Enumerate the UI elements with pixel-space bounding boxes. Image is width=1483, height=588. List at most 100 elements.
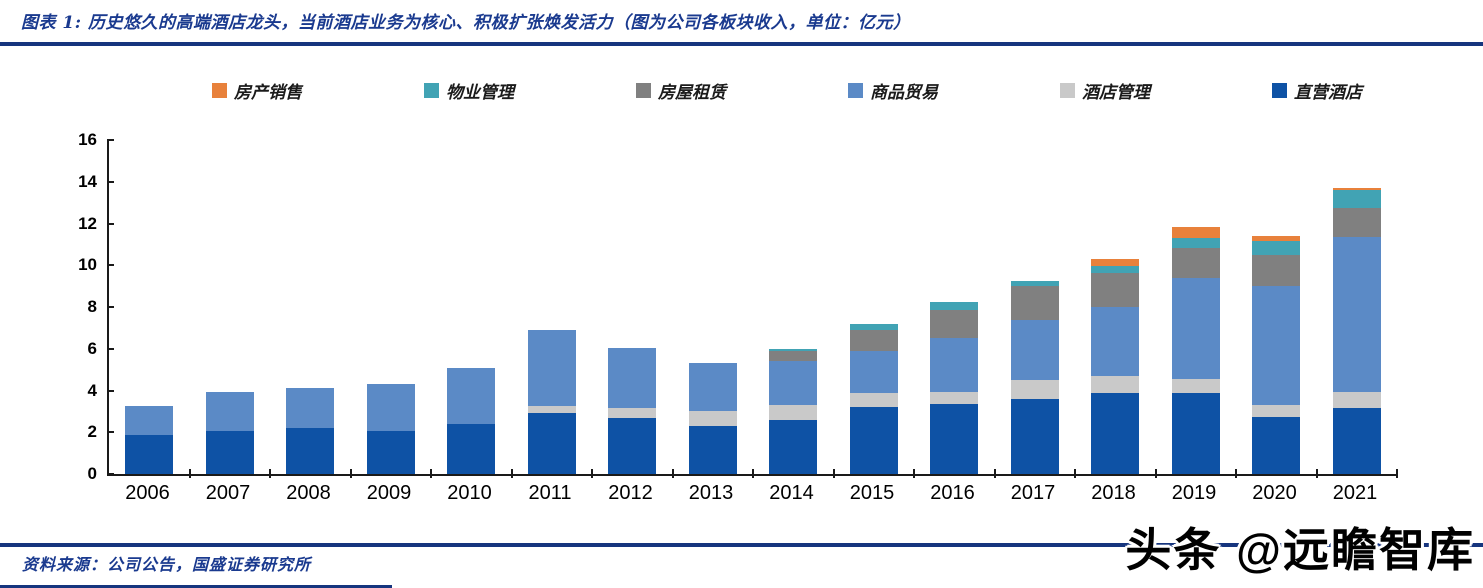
source-note: 资料来源：公司公告，国盛证券研究所: [22, 555, 312, 574]
bar-column-2011: [527, 329, 576, 474]
bar-segment-commodity-trade: [769, 361, 818, 406]
y-tick-mark: [107, 222, 114, 225]
legend-item-property-sales: 房产销售: [212, 78, 302, 103]
bar-segment-direct-hotels: [1091, 392, 1140, 474]
y-tick-mark: [107, 264, 114, 267]
bar-segment-commodity-trade: [1332, 237, 1381, 392]
y-tick-label: 6: [87, 338, 97, 358]
bar-column-2016: [930, 301, 979, 474]
bar-column-2015: [849, 324, 898, 474]
x-axis-label-2015: 2015: [849, 482, 895, 504]
bar-segment-property-sales: [1171, 226, 1220, 239]
bar-segment-direct-hotels: [286, 428, 335, 474]
x-axis-label-2019: 2019: [1171, 482, 1217, 504]
bar-segment-hotel-management: [930, 391, 979, 405]
bar-segment-direct-hotels: [205, 431, 254, 474]
bar-segment-hotel-management: [769, 405, 818, 420]
legend-item-hotel-management: 酒店管理: [1060, 78, 1150, 103]
x-tick-mark: [832, 469, 835, 478]
legend-swatch-housing-rental-icon: [636, 83, 651, 98]
x-axis-label-2020: 2020: [1252, 482, 1297, 504]
bar-segment-direct-hotels: [930, 404, 979, 474]
x-axis-label-2016: 2016: [930, 482, 975, 504]
bar-segment-housing-rental: [769, 351, 818, 362]
bar-segment-commodity-trade: [930, 338, 979, 392]
bar-column-2010: [447, 367, 496, 474]
bar-segment-property-management: [769, 348, 818, 352]
y-tick-label: 12: [78, 213, 97, 233]
bar-segment-property-management: [1010, 280, 1059, 287]
y-tick-label: 2: [87, 422, 97, 442]
bar-segment-housing-rental: [1252, 254, 1301, 287]
bar-segment-hotel-management: [608, 408, 657, 418]
y-tick-mark: [107, 347, 114, 350]
bar-segment-direct-hotels: [125, 435, 174, 474]
footer-divider: [0, 543, 1483, 547]
x-axis-label-2010: 2010: [447, 482, 492, 504]
y-tick-mark: [107, 139, 114, 141]
bar-segment-direct-hotels: [688, 426, 737, 474]
bar-segment-property-sales: [1252, 236, 1301, 242]
x-tick-mark: [752, 469, 754, 478]
legend-item-commodity-trade: 商品贸易: [848, 78, 938, 103]
bar-segment-hotel-management: [1010, 380, 1059, 399]
bar-column-2009: [366, 384, 415, 474]
bar-segment-direct-hotels: [1010, 398, 1059, 474]
bar-segment-commodity-trade: [1010, 319, 1059, 381]
y-tick-label: 16: [78, 130, 97, 149]
legend-label-housing-rental: 房屋租赁: [658, 83, 726, 103]
x-axis-label-2021: 2021: [1332, 482, 1378, 504]
x-tick-mark: [913, 469, 915, 478]
bar-segment-commodity-trade: [366, 384, 415, 432]
bar-column-2020: [1252, 236, 1301, 474]
bar-segment-commodity-trade: [447, 367, 496, 424]
bar-segment-housing-rental: [849, 329, 898, 351]
bar-segment-commodity-trade: [527, 329, 576, 407]
y-tick-label: 4: [87, 380, 97, 400]
y-tick-label: 14: [78, 171, 97, 191]
bar-segment-property-management: [1252, 241, 1301, 255]
x-tick-mark: [671, 469, 674, 478]
bar-segment-direct-hotels: [769, 419, 818, 474]
x-axis-label-2007: 2007: [205, 482, 251, 504]
bar-segment-commodity-trade: [849, 350, 898, 393]
bar-segment-property-management: [1091, 266, 1140, 273]
legend-swatch-direct-hotels-icon: [1272, 83, 1287, 98]
x-axis-label-2009: 2009: [366, 482, 412, 504]
bar-segment-commodity-trade: [608, 347, 657, 409]
bar-segment-housing-rental: [1171, 247, 1220, 278]
bar-column-2018: [1091, 259, 1140, 474]
chart-legend: 房产销售 物业管理 房屋租赁 商品贸易 酒店管理 直营酒店: [212, 78, 1362, 103]
x-tick-mark: [1315, 469, 1318, 478]
bar-segment-direct-hotels: [1171, 392, 1220, 474]
bar-segment-direct-hotels: [1332, 408, 1381, 474]
x-axis-label-2017: 2017: [1010, 482, 1056, 504]
bar-segment-hotel-management: [849, 392, 898, 408]
legend-label-hotel-management: 酒店管理: [1082, 83, 1150, 103]
legend-swatch-property-sales-icon: [212, 83, 227, 98]
bar-segment-property-management: [930, 301, 979, 311]
x-tick-mark: [269, 469, 271, 478]
bar-segment-commodity-trade: [286, 388, 335, 429]
bar-segment-direct-hotels: [849, 407, 898, 474]
y-tick-mark: [107, 431, 114, 434]
bar-segment-housing-rental: [1091, 272, 1140, 308]
legend-item-direct-hotels: 直营酒店: [1272, 78, 1362, 103]
bar-column-2008: [286, 388, 335, 474]
legend-swatch-hotel-management-icon: [1060, 83, 1075, 98]
x-axis-label-2011: 2011: [528, 482, 572, 504]
bar-segment-hotel-management: [1332, 391, 1381, 409]
bar-segment-property-management: [849, 324, 898, 330]
plot-area: [107, 140, 1398, 478]
x-axis-label-2018: 2018: [1091, 482, 1136, 504]
bar-segment-hotel-management: [1171, 379, 1220, 393]
x-tick-mark: [1235, 469, 1237, 478]
bar-segment-direct-hotels: [366, 431, 415, 474]
x-tick-mark: [510, 469, 513, 478]
bar-segment-direct-hotels: [447, 423, 496, 474]
bar-column-2013: [688, 363, 737, 474]
y-tick-label: 10: [78, 255, 97, 275]
bar-segment-hotel-management: [527, 406, 576, 414]
legend-swatch-property-management-icon: [424, 83, 439, 98]
